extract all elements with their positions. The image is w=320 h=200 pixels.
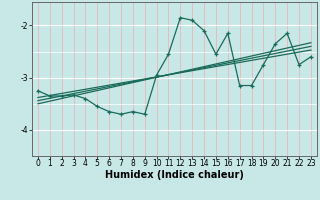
X-axis label: Humidex (Indice chaleur): Humidex (Indice chaleur) bbox=[105, 170, 244, 180]
